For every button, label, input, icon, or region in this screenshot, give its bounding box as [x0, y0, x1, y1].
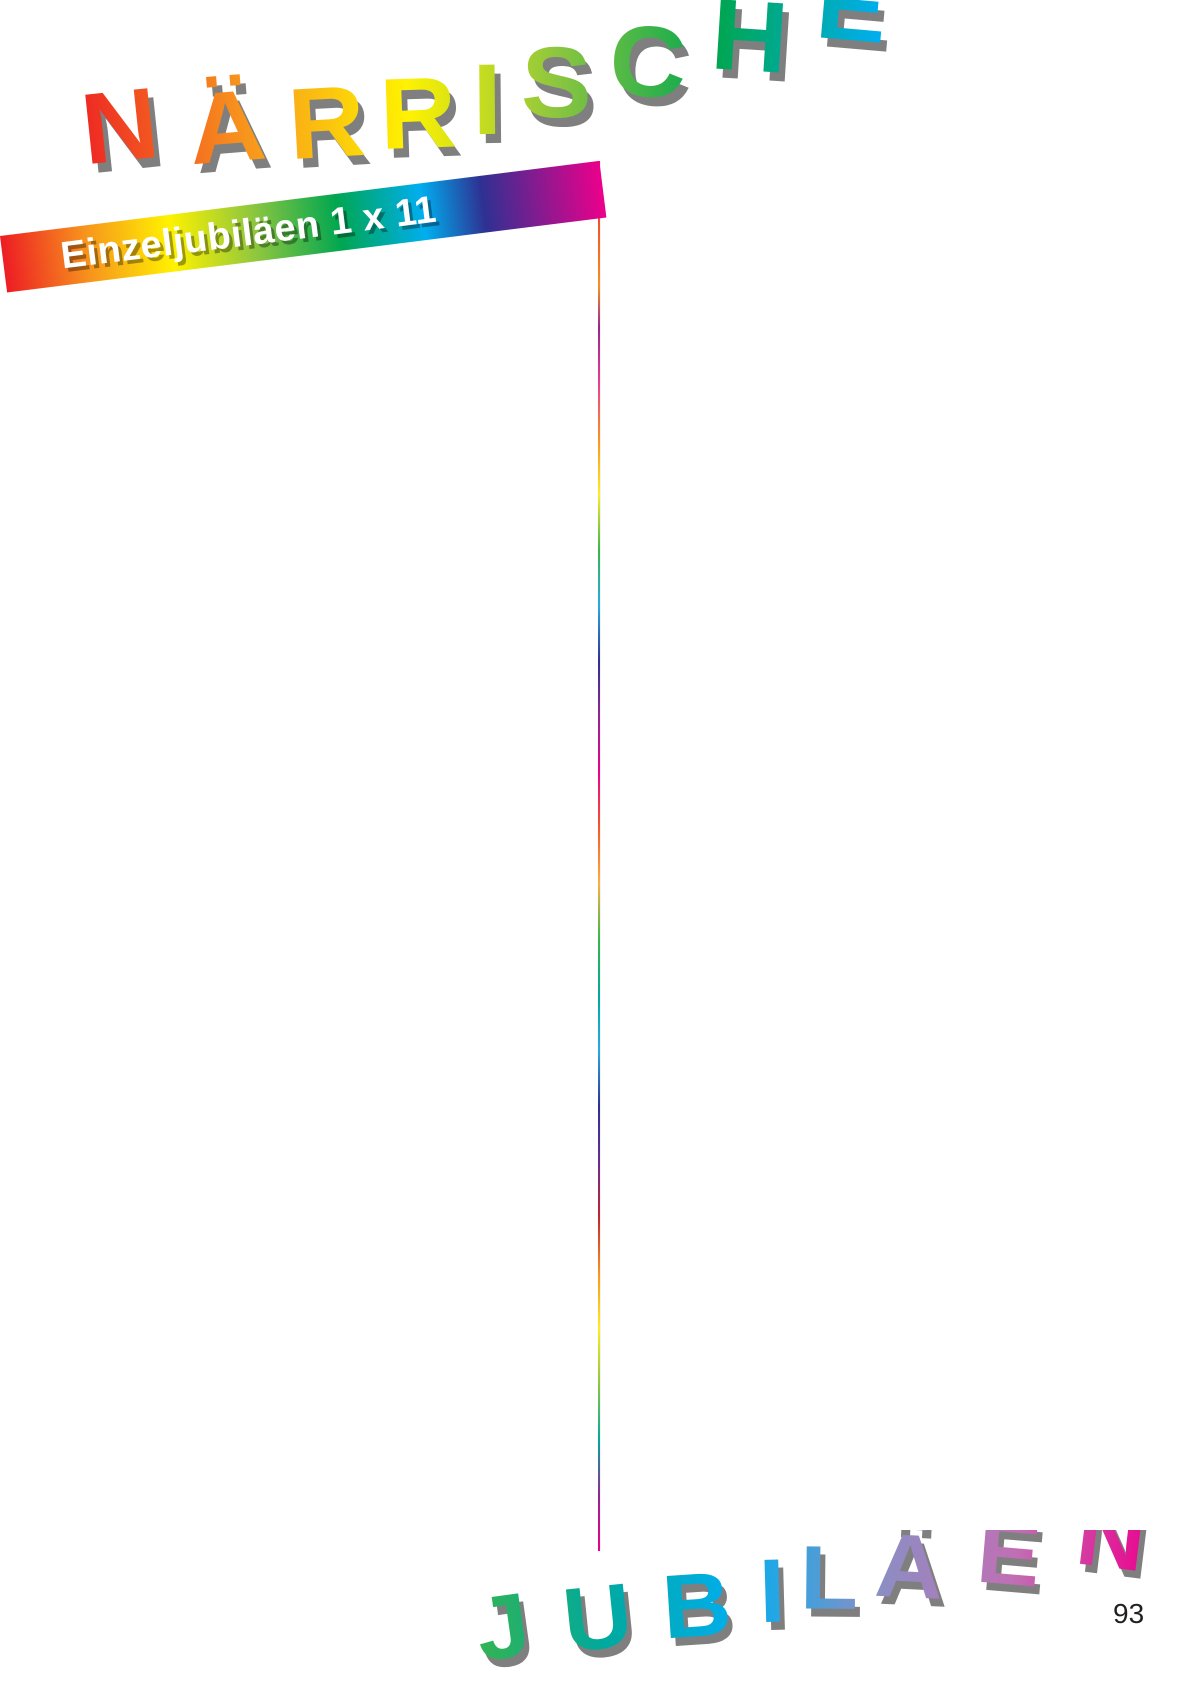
svg-text:R: R [378, 55, 458, 170]
svg-text:N: N [1071, 1530, 1151, 1591]
svg-text:H: H [708, 0, 792, 94]
svg-text:E: E [812, 0, 892, 64]
svg-text:U: U [558, 1564, 637, 1672]
svg-text:B: B [659, 1552, 734, 1658]
svg-text:I: I [472, 42, 502, 155]
svg-text:S: S [520, 25, 592, 139]
svg-text:J: J [469, 1573, 535, 1681]
svg-text:N: N [76, 65, 164, 185]
svg-text:C: C [607, 3, 688, 119]
svg-text:I: I [758, 1540, 787, 1642]
svg-text:L: L [800, 1530, 859, 1628]
svg-text:E: E [973, 1530, 1045, 1606]
svg-text:R: R [285, 63, 368, 180]
svg-text:Ä: Ä [873, 1530, 946, 1618]
svg-text:Ä: Ä [184, 67, 269, 186]
